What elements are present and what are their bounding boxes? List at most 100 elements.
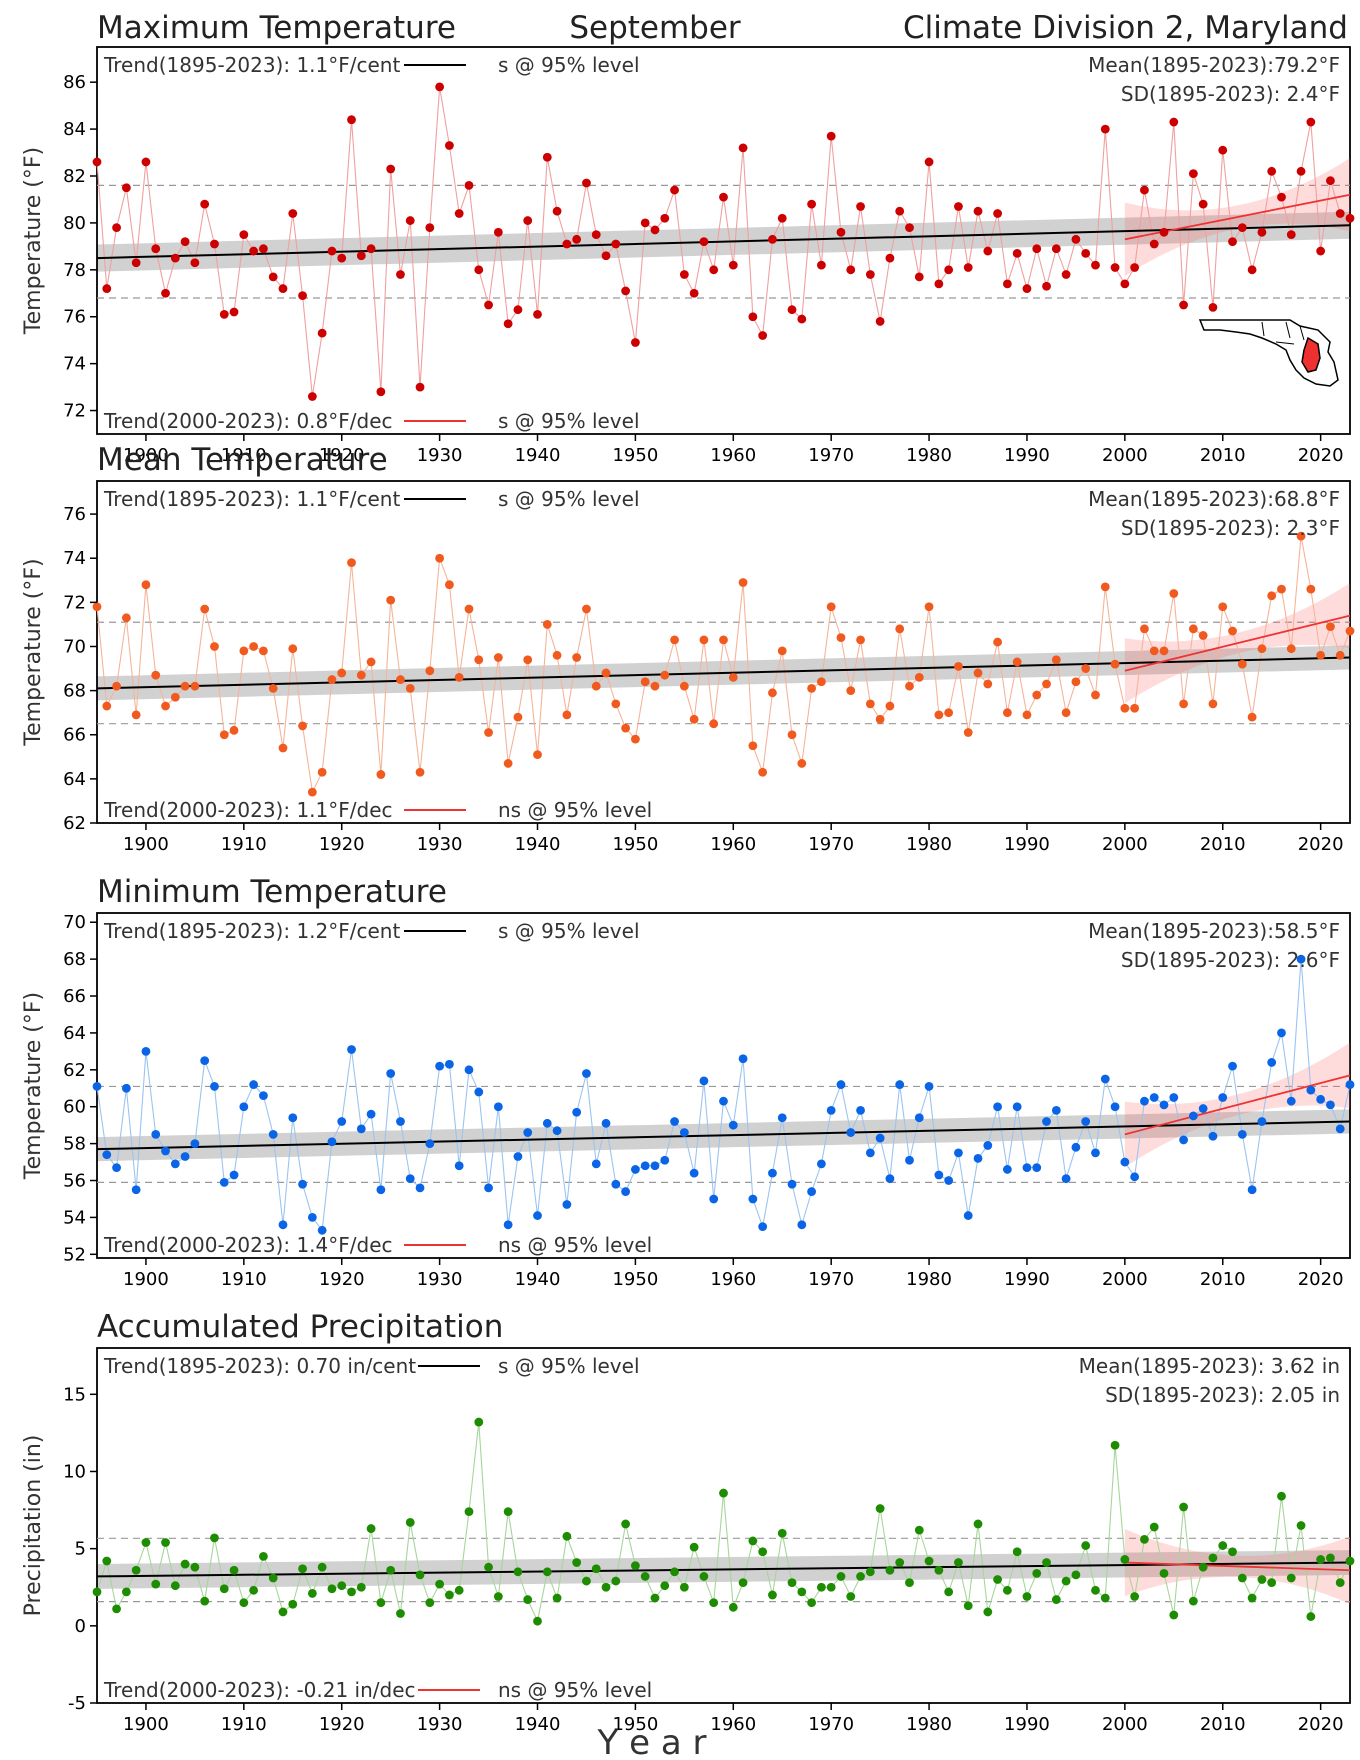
data-point: [1110, 659, 1120, 669]
data-point: [1306, 1085, 1316, 1095]
data-point: [993, 1575, 1002, 1584]
data-point: [1198, 631, 1208, 640]
data-point: [190, 1562, 200, 1572]
data-point: [1247, 1593, 1257, 1603]
data-point: [298, 291, 307, 301]
x-tick-label: 2020: [1298, 1714, 1344, 1735]
data-point: [170, 1581, 180, 1591]
data-point: [1051, 655, 1061, 665]
data-point: [1169, 117, 1179, 127]
data-point: [523, 1128, 533, 1137]
data-point: [719, 192, 728, 202]
data-point: [337, 1581, 347, 1591]
data-point: [875, 1504, 885, 1513]
data-point: [973, 206, 983, 216]
data-point: [396, 1117, 405, 1126]
data-point: [983, 1607, 993, 1617]
x-tick-label: 1910: [221, 445, 267, 466]
data-point: [513, 712, 523, 722]
data-point: [1188, 169, 1198, 179]
long-trend-annotation: Trend(1895-2023): 1.1°F/cent: [103, 53, 400, 77]
data-point: [865, 270, 875, 279]
data-point: [464, 180, 474, 190]
data-point: [816, 1159, 826, 1169]
x-tick-label: 1960: [710, 445, 756, 466]
data-point: [777, 646, 787, 656]
data-point: [1169, 1610, 1179, 1620]
data-point: [1277, 1028, 1286, 1038]
data-point: [415, 767, 425, 777]
data-point: [660, 213, 670, 223]
data-point: [787, 1578, 797, 1588]
recent-trend-annotation: Trend(2000-2023): 0.8°F/dec: [103, 409, 393, 433]
data-point: [1022, 710, 1032, 720]
data-point: [738, 143, 748, 153]
data-point: [484, 1183, 493, 1193]
data-point: [1061, 270, 1071, 279]
data-point: [1296, 954, 1306, 964]
recent-trend-significance: ns @ 95% level: [498, 1678, 652, 1702]
data-point: [1237, 1573, 1247, 1583]
data-point: [474, 1087, 484, 1097]
data-point: [826, 131, 836, 141]
data-point: [1257, 1117, 1267, 1126]
data-point: [660, 1155, 670, 1165]
data-point: [396, 1609, 405, 1618]
data-point: [963, 263, 973, 272]
data-point: [1198, 1104, 1208, 1113]
data-point: [954, 1148, 963, 1158]
data-point: [973, 1153, 983, 1163]
data-point: [425, 1139, 435, 1149]
mean-annotation: Mean(1895-2023): 3.62 in: [1079, 1354, 1340, 1378]
data-point: [582, 178, 591, 188]
data-point: [356, 1124, 366, 1134]
data-point: [1267, 166, 1277, 176]
data-point: [954, 1558, 963, 1567]
x-tick-label: 1970: [808, 445, 854, 466]
data-point: [1247, 712, 1257, 722]
data-point: [200, 604, 210, 614]
y-axis-label: Precipitation (in): [21, 1435, 46, 1617]
data-point: [572, 234, 582, 244]
plot-frame: [96, 1347, 1351, 1704]
sd-annotation: SD(1895-2023): 2.3°F: [1121, 516, 1340, 540]
data-point: [200, 199, 210, 209]
data-point: [621, 723, 631, 733]
data-point: [533, 750, 542, 759]
data-point: [278, 1607, 288, 1617]
x-tick-label: 2020: [1298, 445, 1344, 466]
data-point: [895, 624, 905, 634]
data-point: [493, 227, 503, 237]
data-point: [1002, 1585, 1012, 1595]
data-point: [699, 237, 709, 247]
data-point: [1228, 1061, 1237, 1071]
data-point: [1326, 1100, 1335, 1110]
data-point: [836, 227, 846, 237]
data-point: [621, 286, 631, 296]
data-point: [621, 1519, 631, 1529]
data-point: [1169, 1093, 1179, 1102]
data-point: [914, 1525, 924, 1535]
data-point: [601, 251, 611, 261]
data-point: [347, 115, 356, 125]
data-point: [92, 602, 102, 612]
x-tick-label: 1940: [515, 445, 561, 466]
y-tick-label: 76: [63, 307, 86, 328]
long-trend-significance: s @ 95% level: [498, 1354, 640, 1378]
data-point: [650, 225, 660, 235]
data-point: [1316, 1094, 1326, 1104]
x-tick-label: 1910: [221, 834, 267, 855]
x-tick-label: 1990: [1004, 1269, 1050, 1290]
data-point: [728, 1120, 738, 1130]
data-point: [366, 657, 376, 667]
data-point: [474, 265, 484, 275]
data-point: [161, 1538, 170, 1547]
data-point: [1188, 1596, 1198, 1606]
data-point: [552, 1593, 562, 1603]
data-point: [582, 604, 591, 614]
x-tick-label: 1940: [515, 834, 561, 855]
data-point: [719, 635, 728, 645]
x-tick-label: 1920: [319, 1714, 365, 1735]
data-point: [347, 1587, 356, 1597]
data-point: [1100, 582, 1110, 592]
